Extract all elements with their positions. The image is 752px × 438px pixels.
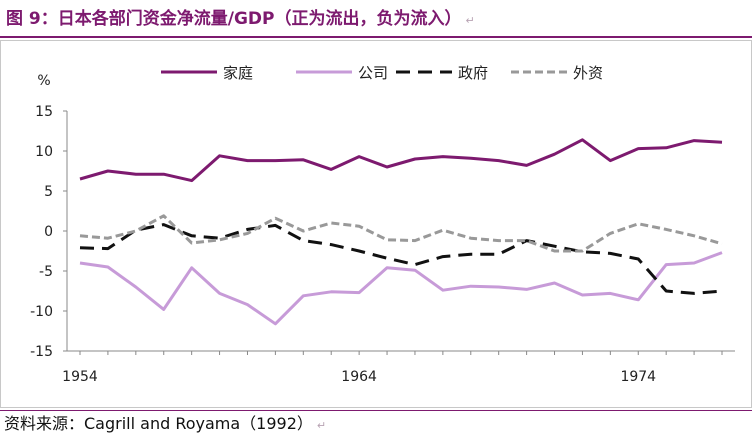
figure-title: 图 9：日本各部门资金净流量/GDP（正为流出，负为流入） ↵ xyxy=(6,6,475,32)
y-tick-label: 10 xyxy=(35,144,53,160)
source-divider xyxy=(0,410,752,411)
paragraph-mark-icon: ↵ xyxy=(316,419,327,432)
line-chart: 15 10 5 0 -5 -10 -15% 1954 1964 1974 家庭 公司 政府 外资 xyxy=(30,64,735,385)
title-divider xyxy=(0,36,752,38)
y-tick-label: 15 xyxy=(35,104,53,120)
y-tick-label: 5 xyxy=(44,184,53,200)
x-tick-label: 1974 xyxy=(620,369,656,385)
y-axis-unit-label: % xyxy=(37,73,50,89)
legend-label-4: 外资 xyxy=(573,64,603,82)
series-line-2 xyxy=(79,251,723,326)
series-line-3 xyxy=(79,223,723,295)
x-tick-label: 1964 xyxy=(341,369,377,385)
source-note-text: 资料来源：Cagrill and Royama（1992） xyxy=(4,414,313,433)
legend-label-3: 政府 xyxy=(458,64,488,82)
chart-frame: 15 10 5 0 -5 -10 -15% 1954 1964 1974 家庭 公司 政府 外资 xyxy=(0,40,752,408)
y-tick-label: -10 xyxy=(30,304,53,320)
y-tick-label: -15 xyxy=(30,344,53,360)
paragraph-mark-icon: ↵ xyxy=(465,14,475,27)
legend-label-2: 公司 xyxy=(358,64,388,82)
source-note: 资料来源：Cagrill and Royama（1992） ↵ xyxy=(4,412,326,436)
series-line-4 xyxy=(79,214,723,253)
x-tick-label: 1954 xyxy=(62,369,98,385)
figure-title-text: 图 9：日本各部门资金净流量/GDP（正为流出，负为流入） xyxy=(6,9,462,29)
legend-label-1: 家庭 xyxy=(223,64,253,82)
y-tick-label: -5 xyxy=(39,264,53,280)
series-line-1 xyxy=(79,138,723,183)
y-tick-label: 0 xyxy=(44,224,53,240)
